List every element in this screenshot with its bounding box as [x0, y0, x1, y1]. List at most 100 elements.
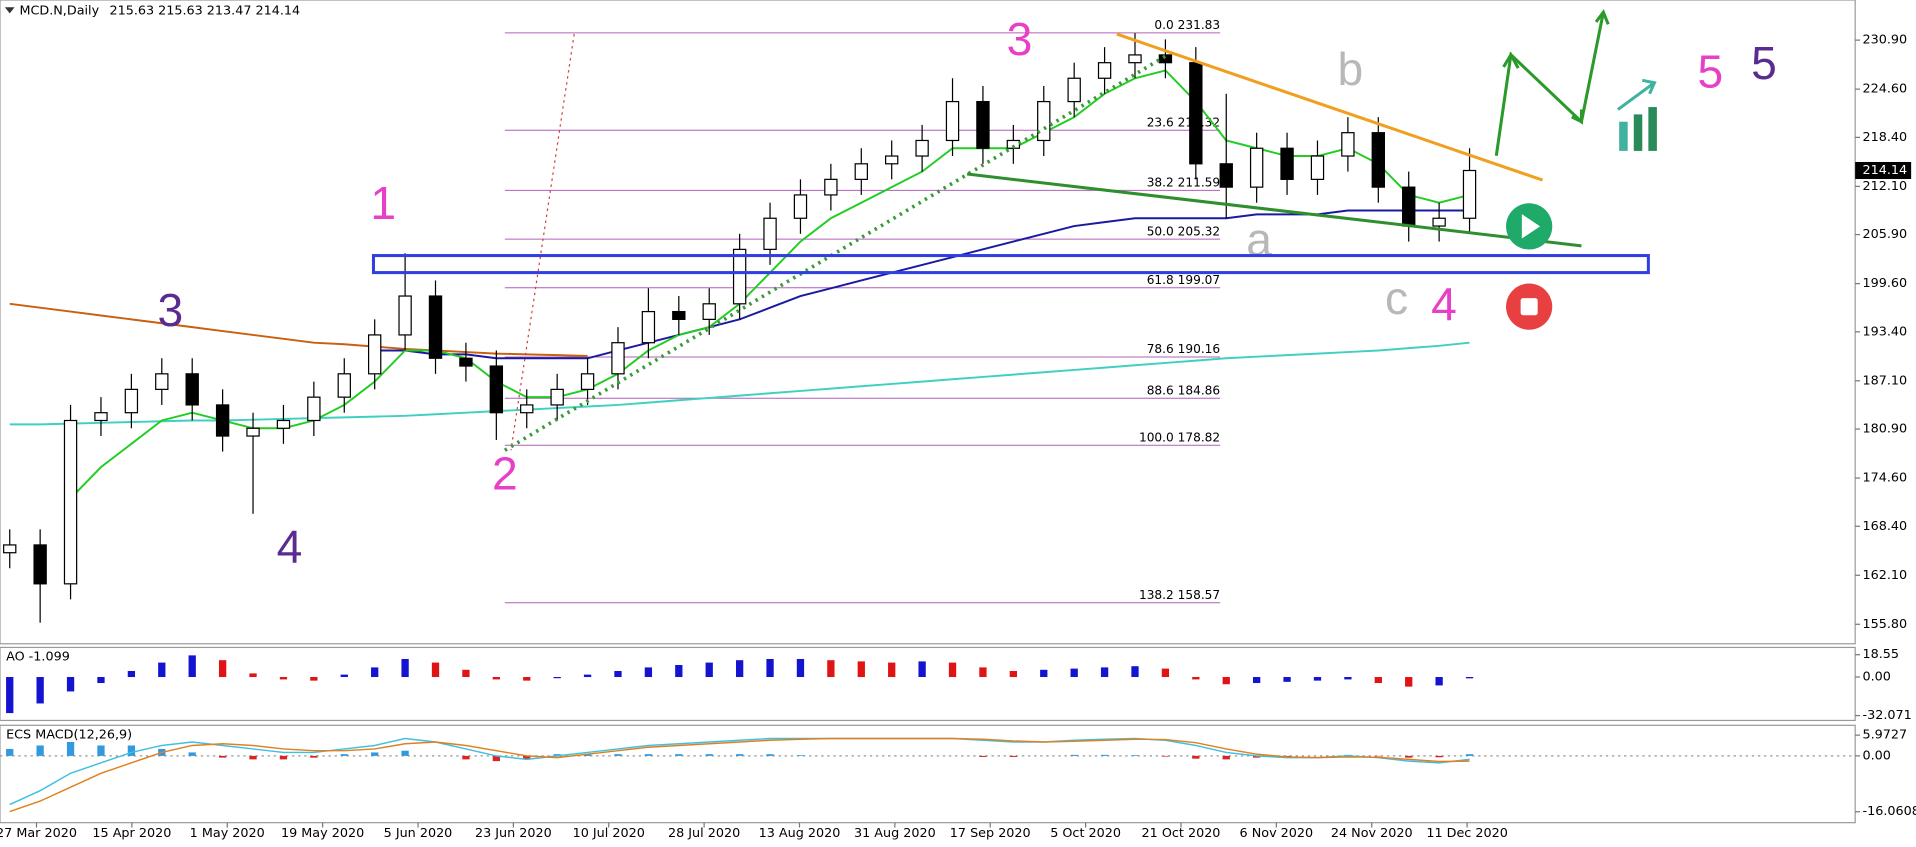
candle-body	[1037, 100, 1051, 142]
candle-body	[1219, 163, 1233, 188]
macd-bar	[523, 755, 531, 760]
ao-bar	[371, 667, 379, 678]
ao-bar	[1283, 677, 1291, 682]
ao-bar	[492, 677, 500, 680]
ao-bar	[705, 662, 713, 678]
ao-bar	[1253, 677, 1261, 684]
y-tick-label: 218.40	[1862, 130, 1907, 145]
candle-body	[520, 404, 534, 414]
ao-bar	[1313, 677, 1322, 681]
macd-bar	[492, 755, 500, 762]
macd-bar	[1100, 754, 1109, 756]
ao-bar	[1009, 671, 1018, 678]
x-tick-label: 6 Nov 2020	[1240, 826, 1314, 841]
y-tick-label: 205.90	[1862, 227, 1907, 242]
candle-body	[1371, 132, 1385, 188]
ao-bar	[36, 677, 44, 704]
ao-bar	[462, 669, 470, 678]
candle-body	[63, 419, 78, 585]
wave-label: 3	[1007, 13, 1033, 65]
candle-body	[885, 155, 899, 165]
candle-body	[489, 365, 504, 414]
macd-bar	[97, 745, 105, 756]
candle-body	[1158, 54, 1173, 64]
wave-label: c	[1385, 272, 1408, 324]
ao-bar	[888, 662, 896, 678]
y-tick-label: 187.10	[1862, 373, 1907, 388]
last-price-box	[1855, 161, 1912, 180]
fib-label: 38.2 211.59	[1147, 176, 1220, 190]
ao-bar	[97, 677, 105, 684]
macd-bar	[675, 754, 683, 756]
macd-bar	[401, 750, 409, 756]
y-tick-label: 18.55	[1862, 647, 1899, 662]
candle-body	[94, 412, 108, 422]
candle-body	[1462, 169, 1477, 219]
ao-bar	[1131, 666, 1139, 678]
x-tick-label: 19 May 2020	[281, 826, 364, 841]
ao-bar	[401, 658, 409, 678]
macd-bar	[1009, 755, 1018, 757]
macd-panel	[0, 724, 1856, 824]
ao-title: AO -1.099	[6, 650, 70, 665]
wave-label: 3	[157, 284, 183, 336]
macd-bar	[1070, 754, 1078, 756]
high-price: 215.63	[158, 3, 203, 18]
candle-body	[3, 544, 17, 554]
candle-body	[915, 139, 929, 157]
macd-bar	[310, 755, 318, 758]
ao-bar	[127, 671, 136, 678]
wave-label: 5	[1751, 37, 1777, 89]
ao-bar	[6, 677, 14, 714]
macd-bar	[979, 755, 987, 757]
fib-label: 50.0 205.32	[1147, 224, 1220, 238]
candle-body	[307, 396, 321, 422]
y-tick-label: 174.60	[1862, 471, 1907, 486]
x-tick-label: 5 Jun 2020	[384, 826, 453, 841]
x-tick-label: 10 Jul 2020	[573, 826, 645, 841]
candle-body	[1310, 155, 1325, 180]
y-tick-label: 199.60	[1862, 276, 1907, 291]
ao-bar	[1222, 677, 1230, 685]
x-tick-label: 17 Sep 2020	[950, 826, 1031, 841]
candle-body	[854, 163, 868, 180]
ao-bar	[735, 660, 744, 678]
wave-label: 5	[1698, 46, 1724, 98]
macd-bar	[249, 755, 257, 760]
resistance-trendline	[1116, 32, 1544, 182]
macd-bar	[340, 754, 348, 756]
fib-label: 61.8 199.07	[1147, 273, 1220, 287]
ao-bar	[644, 667, 653, 678]
projection-arrows	[1502, 9, 1610, 125]
x-tick-label: 21 Oct 2020	[1142, 826, 1221, 841]
macd-bar	[1465, 754, 1474, 756]
x-tick-label: 24 Nov 2020	[1331, 826, 1413, 841]
wave-label: b	[1337, 43, 1363, 95]
y-tick-label: 0.00	[1862, 748, 1890, 763]
ao-bar	[553, 677, 561, 679]
macd-bar	[553, 754, 561, 756]
macd-bar	[371, 752, 379, 756]
y-tick-label: -32.071	[1862, 708, 1911, 723]
candle-body	[33, 544, 47, 585]
macd-bar	[1435, 755, 1443, 758]
macd-bar	[127, 745, 136, 756]
ao-bar	[857, 661, 865, 678]
ao-bar	[66, 677, 75, 692]
candle-body	[793, 194, 808, 219]
menu-triangle	[4, 7, 15, 14]
macd-bar	[1222, 755, 1230, 760]
macd-bar	[1192, 755, 1200, 759]
candle-body	[1402, 186, 1416, 227]
macd-bar	[766, 754, 774, 756]
candle-body	[428, 295, 443, 359]
y-tick-label: 162.10	[1862, 568, 1907, 583]
candle-body	[367, 334, 382, 375]
y-tick-label: 224.60	[1862, 82, 1907, 97]
y-tick-label: 212.10	[1862, 179, 1907, 194]
candle-body	[702, 303, 716, 320]
growth-arrow	[1617, 78, 1657, 111]
fib-label: 0.0 231.83	[1154, 18, 1220, 32]
fib-label: 78.6 190.16	[1147, 342, 1220, 356]
